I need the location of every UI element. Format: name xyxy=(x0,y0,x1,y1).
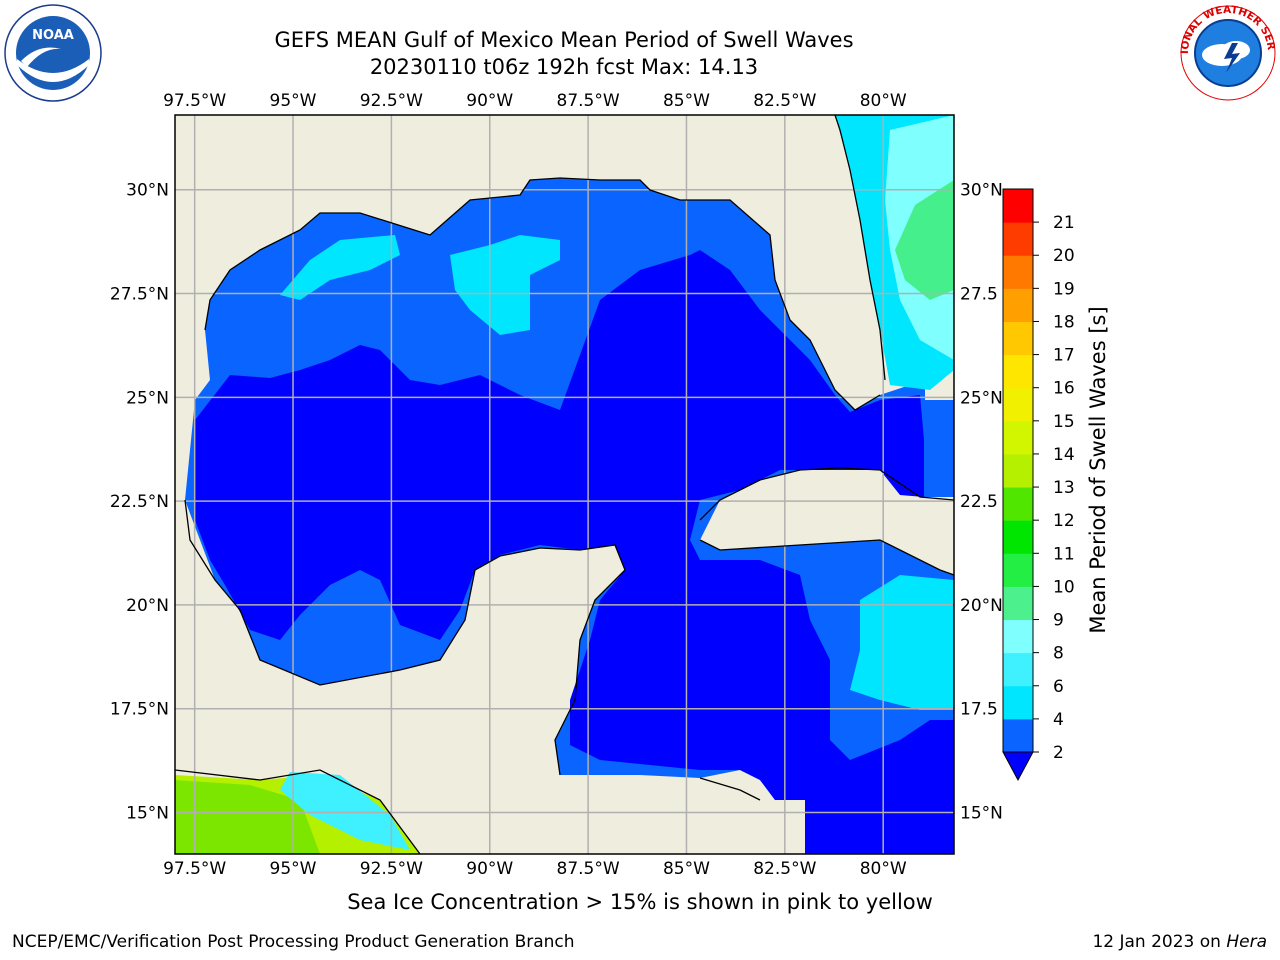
colorbar-segment xyxy=(1003,520,1033,554)
colorbar-tick-label: 9 xyxy=(1053,611,1064,631)
colorbar-segment xyxy=(1003,354,1033,389)
chart-subtitle: 20230110 t06z 192h fcst Max: 14.13 xyxy=(369,55,759,79)
colorbar-segment xyxy=(1003,553,1033,587)
lat-tick-label-right: 22.5 xyxy=(960,492,998,512)
lat-labels-left: 30°N 27.5°N 25°N 22.5°N 20°N 17.5°N 15°N xyxy=(110,181,169,824)
lat-tick-label-right: 17.5 xyxy=(960,700,998,720)
colorbar-tick-label: 16 xyxy=(1053,379,1075,399)
lat-tick-label-left: 17.5°N xyxy=(110,700,169,720)
footer-host: Hera xyxy=(1226,932,1267,952)
lon-tick-label-bottom: 80°W xyxy=(860,859,907,879)
noaa-logo-text: NOAA xyxy=(32,28,74,43)
lon-tick-label-bottom: 97.5°W xyxy=(163,859,226,879)
map-gridlines xyxy=(175,115,954,854)
lon-tick-label-top: 97.5°W xyxy=(163,91,226,111)
colorbar-segment xyxy=(1003,255,1033,289)
colorbar-tick-label: 10 xyxy=(1053,577,1075,597)
lon-tick-label-top: 80°W xyxy=(860,91,907,111)
colorbar-tick-label: 19 xyxy=(1053,279,1075,299)
lat-tick-label-right: 15°N xyxy=(960,803,1003,823)
colorbar-tick-label: 2 xyxy=(1053,743,1064,763)
footer-producer: NCEP/EMC/Verification Post Processing Pr… xyxy=(12,932,575,952)
lon-tick-label-top: 82.5°W xyxy=(753,91,816,111)
lon-tick-label-bottom: 95°W xyxy=(270,859,317,879)
colorbar-segment xyxy=(1003,586,1033,621)
lat-tick-label-right: 20°N xyxy=(960,596,1003,616)
lon-tick-label-top: 85°W xyxy=(663,91,710,111)
colorbar-tick-label: 4 xyxy=(1053,710,1064,730)
colorbar-tick-label: 18 xyxy=(1053,312,1075,332)
lon-tick-label-top: 95°W xyxy=(270,91,317,111)
lat-tick-label-left: 20°N xyxy=(126,596,169,616)
coastlines xyxy=(175,115,954,854)
lon-tick-label-top: 92.5°W xyxy=(360,91,423,111)
lat-tick-label-left: 30°N xyxy=(126,181,169,201)
colorbar-tick-label: 15 xyxy=(1053,412,1075,432)
lon-tick-label-bottom: 85°W xyxy=(663,859,710,879)
footer-date: 12 Jan 2023 on Hera xyxy=(1092,932,1267,952)
lon-tick-label-top: 90°W xyxy=(466,91,513,111)
chart-title: GEFS MEAN Gulf of Mexico Mean Period of … xyxy=(274,28,854,52)
lon-tick-label-bottom: 90°W xyxy=(466,859,513,879)
colorbar-segment xyxy=(1003,718,1033,753)
pacific-field-6-8s xyxy=(280,772,410,850)
colorbar-tick-label: 13 xyxy=(1053,478,1075,498)
colorbar-segment xyxy=(1003,685,1033,720)
lon-tick-label-top: 87.5°W xyxy=(557,91,620,111)
colorbar-segment xyxy=(1003,619,1033,654)
ocean-field-9-10s-atlantic xyxy=(895,180,954,300)
colorbar-segment xyxy=(1003,222,1033,256)
colorbar-tick-label: 8 xyxy=(1053,644,1064,664)
lat-tick-label-right: 27.5 xyxy=(960,285,998,305)
pacific-field-11-12s xyxy=(175,780,320,854)
lat-tick-label-right: 30°N xyxy=(960,181,1003,201)
ocean-field-4-6s-caribbean xyxy=(850,575,954,710)
map-area xyxy=(175,115,954,854)
colorbar-label: Mean Period of Swell Waves [s] xyxy=(1086,306,1110,634)
ocean-field-4-6s-north xyxy=(280,235,400,300)
nws-logo-icon: NATIONAL WEATHER SERVICE xyxy=(1178,3,1277,101)
colorbar-extend-arrow xyxy=(1002,751,1034,782)
colorbar-segment xyxy=(1003,387,1033,422)
colorbar-tick-label: 6 xyxy=(1053,677,1064,697)
lon-labels-top: 97.5°W 95°W 92.5°W 90°W 87.5°W 85°W 82.5°W 80°W xyxy=(163,91,907,111)
ocean-field-below-2s xyxy=(195,250,954,854)
colorbar-segment xyxy=(1003,321,1033,356)
noaa-logo-icon: NOAA xyxy=(4,4,102,102)
colorbar-tick-label: 12 xyxy=(1053,511,1075,531)
lon-tick-label-bottom: 87.5°W xyxy=(557,859,620,879)
lon-labels-bottom: 97.5°W 95°W 92.5°W 90°W 87.5°W 85°W 82.5°W 80°W xyxy=(163,859,907,879)
colorbar-segment xyxy=(1003,189,1033,223)
colorbar: 2 4 6 8 9 10 11 12 13 14 15 16 17 18 19 20 21 xyxy=(1002,188,1075,782)
colorbar-segment xyxy=(1003,453,1033,488)
lat-tick-label-left: 27.5°N xyxy=(110,285,169,305)
lat-tick-label-left: 25°N xyxy=(126,388,169,408)
ocean-field-4-6s-central xyxy=(450,235,560,335)
colorbar-segment xyxy=(1003,487,1033,521)
lat-tick-label-left: 22.5°N xyxy=(110,492,169,512)
lon-tick-label-bottom: 92.5°W xyxy=(360,859,423,879)
lat-labels-right: 30°N 27.5 25°N 22.5 20°N 17.5 15°N xyxy=(960,181,1003,824)
colorbar-tick-label: 20 xyxy=(1053,246,1075,266)
colorbar-tick-label: 14 xyxy=(1053,445,1075,465)
colorbar-segment xyxy=(1003,288,1033,322)
sea-ice-note: Sea Ice Concentration > 15% is shown in … xyxy=(347,890,933,914)
colorbar-tick-label: 11 xyxy=(1053,544,1075,564)
colorbar-segment xyxy=(1003,652,1033,687)
lat-tick-label-left: 15°N xyxy=(126,803,169,823)
lat-tick-label-right: 25°N xyxy=(960,388,1003,408)
lon-tick-label-bottom: 82.5°W xyxy=(753,859,816,879)
footer-date-text: 12 Jan 2023 on xyxy=(1092,932,1227,952)
map-frame xyxy=(174,114,955,855)
colorbar-segment xyxy=(1003,420,1033,455)
colorbar-tick-label: 17 xyxy=(1053,346,1075,366)
colorbar-tick-label: 21 xyxy=(1053,213,1075,233)
colorbar-frame xyxy=(1002,188,1034,753)
